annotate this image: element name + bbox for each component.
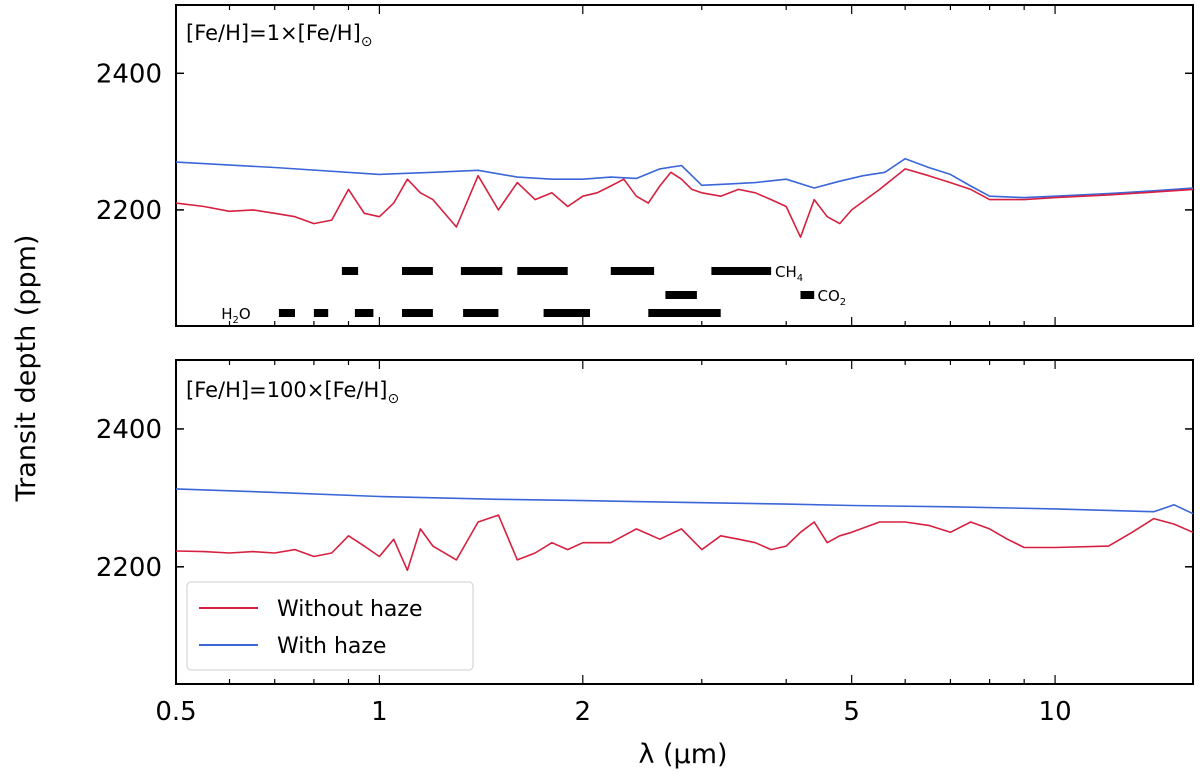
molecule-label-tail: O: [239, 305, 251, 323]
molecule-band: [648, 309, 721, 317]
molecule-band: [610, 267, 655, 275]
panel-bottom: [Fe/H]=100×[Fe/H]⊙ 2200 2400: [96, 359, 1194, 685]
molecule-label-sub: 4: [797, 273, 803, 284]
molecule-band: [354, 309, 374, 317]
x-tick-label: 5: [843, 697, 860, 727]
legend-label-with-haze: With haze: [277, 634, 386, 659]
molecule-band: [460, 267, 503, 275]
y-axis-title: Transit depth (ppm): [11, 235, 42, 503]
x-tick-label: 1: [371, 697, 388, 727]
x-tick-label: 10: [1039, 697, 1072, 727]
plot-frame-top: [175, 4, 1194, 327]
y-tick-label: 2400: [96, 415, 162, 445]
molecule-band: [543, 309, 590, 317]
panel-title-top-sun: ⊙: [361, 34, 373, 50]
x-tick-label: 0.5: [155, 697, 196, 727]
molecule-label-sub: 2: [840, 297, 846, 308]
plot-frame-bottom: [175, 359, 1194, 685]
molecule-band: [463, 309, 499, 317]
molecule-label: H2O: [221, 305, 250, 326]
panel-title-bottom-main: [Fe/H]=100×[Fe/H]: [186, 378, 387, 402]
series-line-without-haze: [175, 514, 1194, 572]
molecule-label-main: CH: [775, 263, 797, 281]
molecule-band: [278, 309, 295, 317]
y-tick-label: 2200: [96, 196, 162, 226]
molecule-band: [313, 309, 329, 317]
panel-title-top-main: [Fe/H]=1×[Fe/H]: [186, 21, 361, 45]
molecule-label-main: CO: [818, 287, 840, 305]
x-tick-label: 2: [575, 697, 592, 727]
y-tick-label: 2400: [96, 59, 162, 89]
legend: Without haze With haze: [186, 581, 474, 671]
series-line-with-haze: [175, 157, 1194, 199]
molecule-band: [665, 291, 697, 299]
panel-title-bottom-sun: ⊙: [387, 391, 399, 407]
molecule-label-main: H: [221, 305, 232, 323]
panel-title-top: [Fe/H]=1×[Fe/H]⊙: [186, 21, 373, 50]
panel-title-bottom: [Fe/H]=100×[Fe/H]⊙: [186, 378, 399, 407]
molecule-label: CH4: [775, 263, 803, 284]
legend-label-without-haze: Without haze: [277, 597, 422, 622]
molecule-label: CO2: [818, 287, 847, 308]
series-line-without-haze: [175, 168, 1194, 238]
molecule-band: [402, 267, 433, 275]
molecule-band: [341, 267, 359, 275]
molecule-band: [800, 291, 815, 299]
molecule-band: [711, 267, 772, 275]
molecule-label-sub: 2: [233, 315, 239, 326]
series-line-with-haze: [175, 488, 1194, 515]
molecule-band: [402, 309, 433, 317]
legend-box: [186, 581, 474, 671]
y-tick-label: 2200: [96, 553, 162, 583]
plot-area: [175, 488, 1194, 572]
molecule-band: [517, 267, 568, 275]
x-axis-title: λ (μm): [638, 739, 727, 770]
